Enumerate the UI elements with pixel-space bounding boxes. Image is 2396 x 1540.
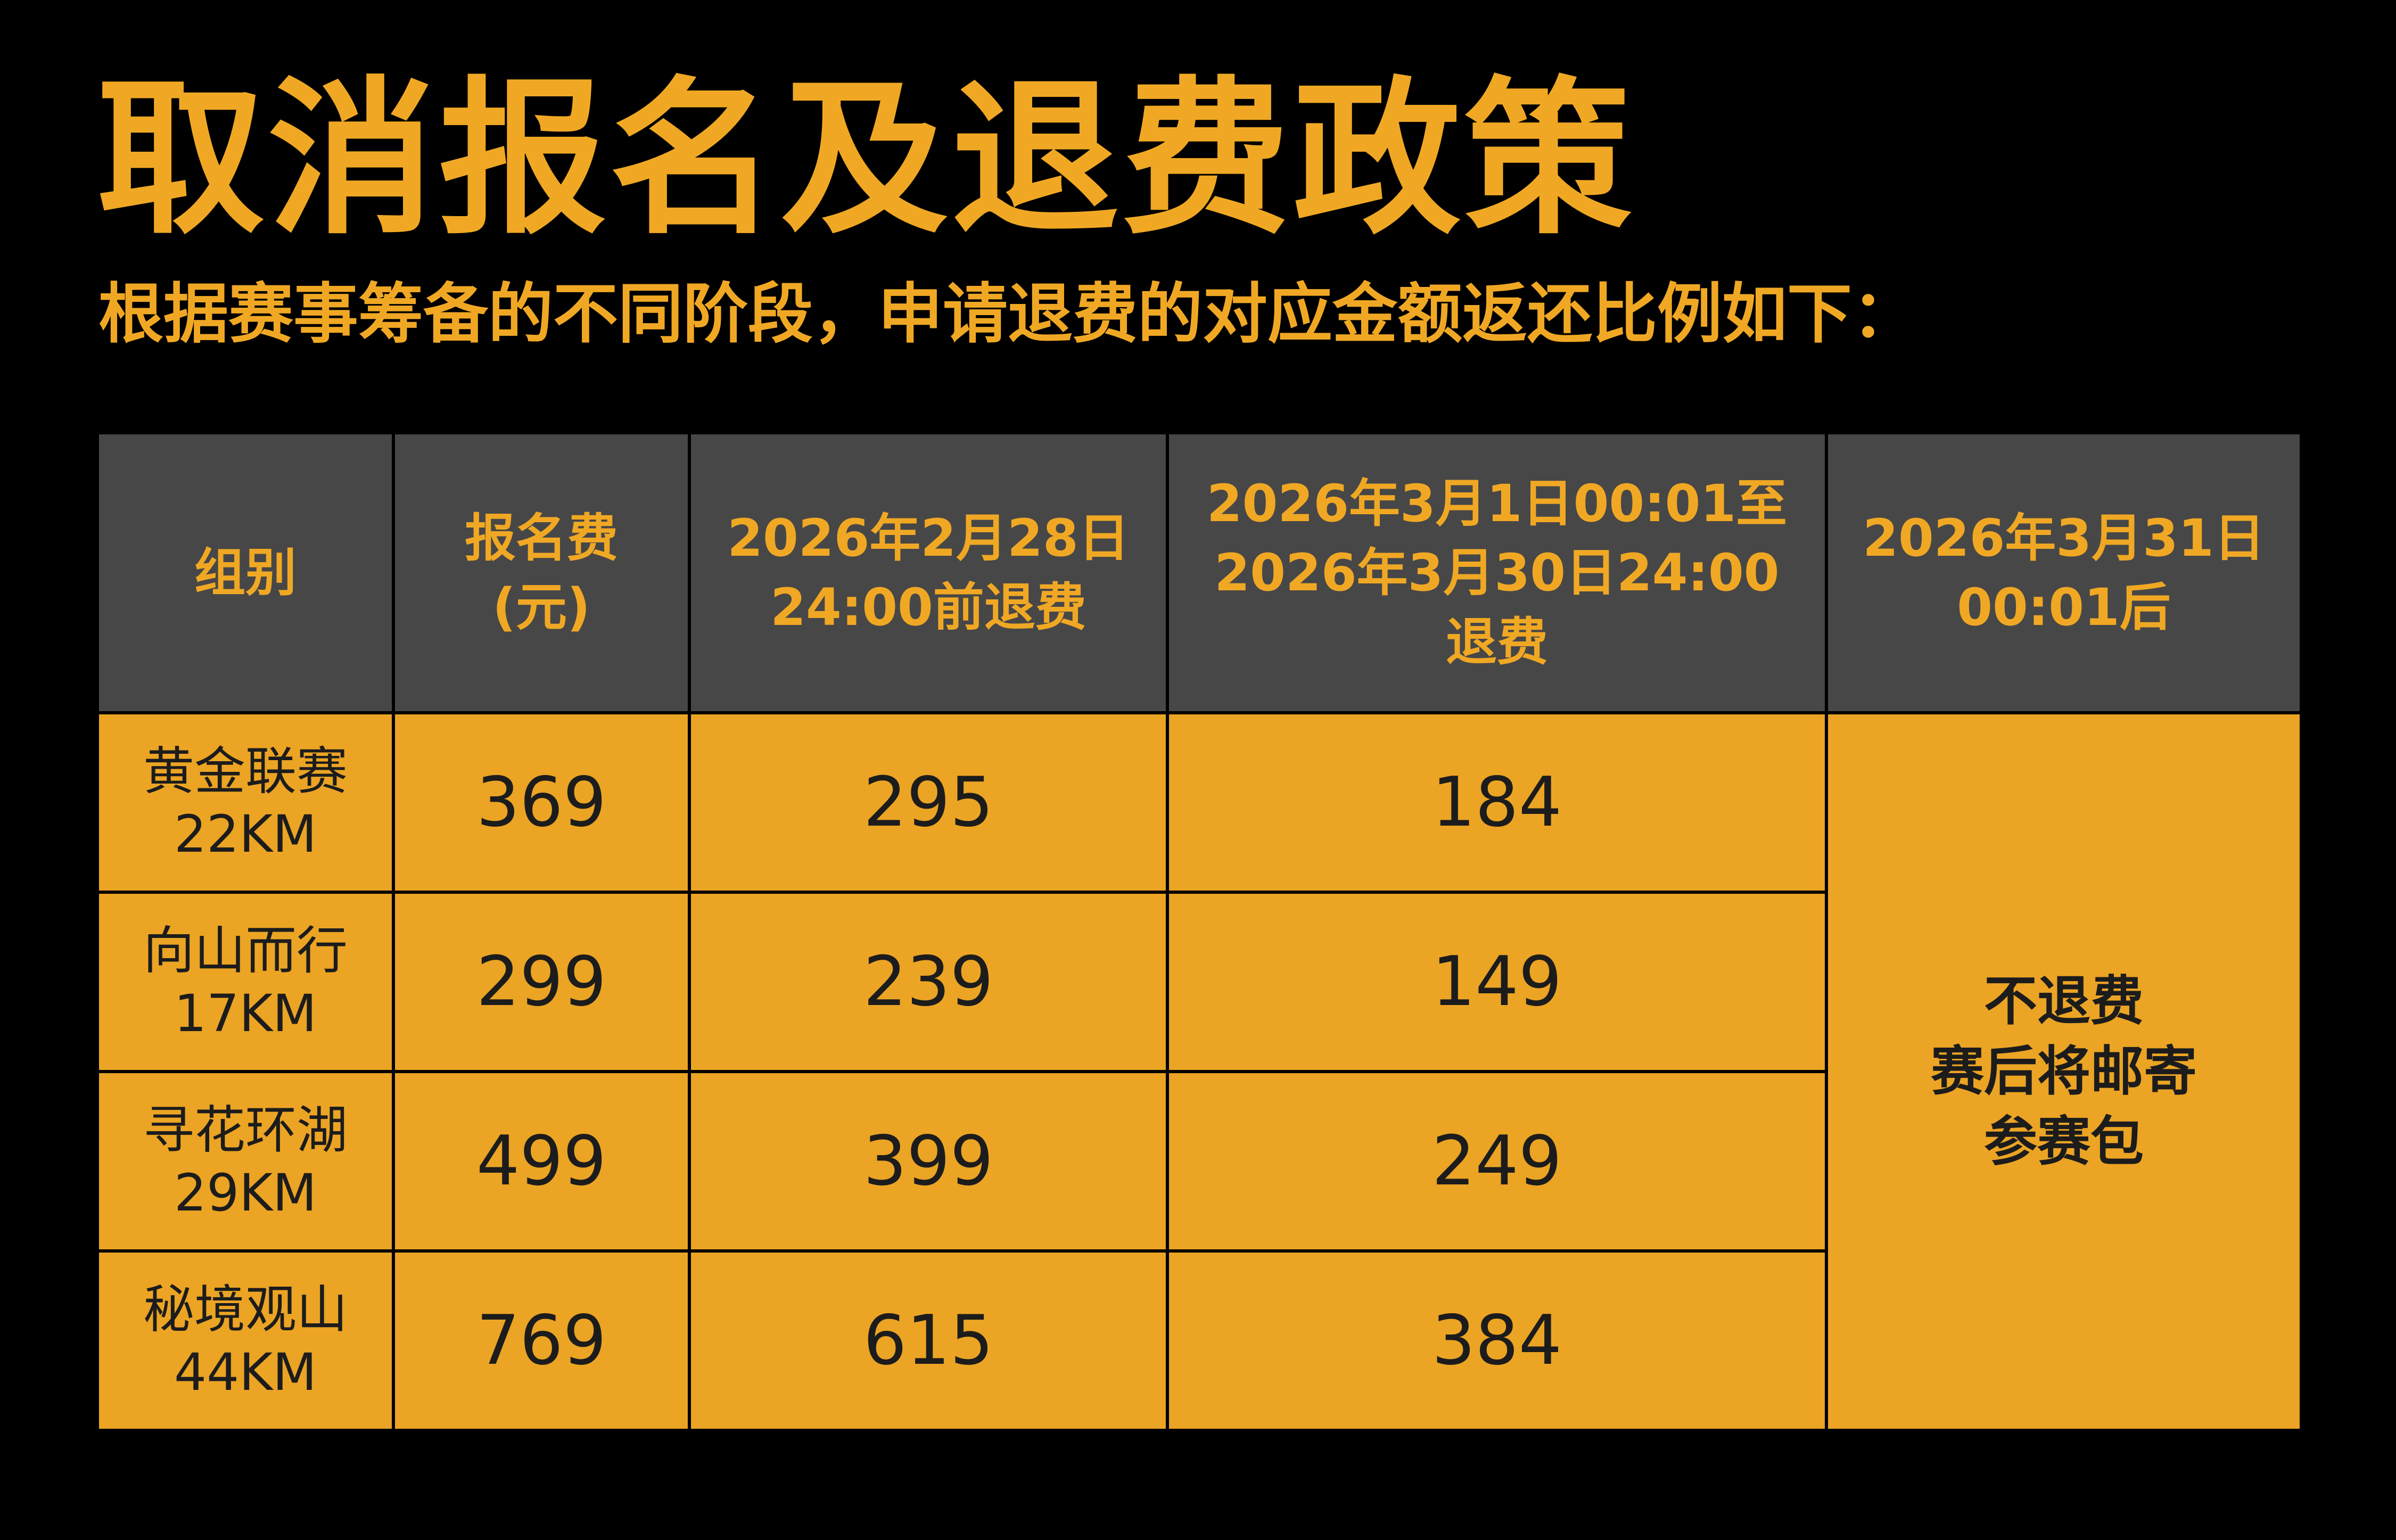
header-line: (元) [492, 578, 590, 637]
table-header-row: 组别 报名费 (元) 2026年2月28日 24:00前退费 2026年3月1日… [96, 431, 2303, 714]
group-distance: 29KM [174, 1163, 317, 1223]
group-name: 向山而行 [143, 920, 348, 981]
refund-before-feb28-cell: 615 [688, 1249, 1169, 1432]
table-row: 向山而行 17KM 299 239 149 [96, 891, 2301, 1073]
header-line: 组别 [194, 543, 297, 603]
fee-cell: 369 [392, 711, 691, 894]
fee-cell: 499 [392, 1070, 691, 1253]
no-refund-line: 赛后将邮寄 [1931, 1040, 2197, 1102]
page-title: 取消报名及退费政策 [97, 62, 1635, 257]
header-line: 00:01后 [1957, 578, 2171, 637]
group-distance: 22KM [174, 804, 317, 864]
header-line: 退费 [1446, 612, 1548, 672]
group-name: 秘境观山 [143, 1279, 348, 1339]
group-cell: 秘境观山 44KM [96, 1249, 395, 1432]
refund-march-cell: 384 [1166, 1249, 1828, 1432]
refund-march-cell: 249 [1166, 1070, 1828, 1253]
group-distance: 44KM [174, 1342, 317, 1402]
header-fee: 报名费 (元) [392, 431, 691, 714]
fee-cell: 299 [392, 891, 691, 1073]
no-refund-cell: 不退费 赛后将邮寄 参赛包 [1825, 711, 2303, 1432]
header-line: 2026年3月30日24:00 [1214, 543, 1780, 603]
group-name: 黄金联赛 [143, 741, 348, 801]
header-line: 报名费 [465, 508, 618, 568]
header-line: 2026年3月31日 [1863, 508, 2265, 568]
refund-policy-table: 组别 报名费 (元) 2026年2月28日 24:00前退费 2026年3月1日… [96, 431, 2303, 1432]
refund-before-feb28-cell: 399 [688, 1070, 1169, 1253]
group-distance: 17KM [174, 983, 317, 1043]
refund-march-cell: 184 [1166, 711, 1828, 894]
fee-cell: 769 [392, 1249, 691, 1432]
refund-march-cell: 149 [1166, 891, 1828, 1073]
header-after-mar31: 2026年3月31日 00:01后 [1825, 431, 2303, 714]
group-name: 寻花环湖 [143, 1100, 348, 1160]
header-group: 组别 [96, 431, 395, 714]
table-row: 寻花环湖 29KM 499 399 249 [96, 1070, 2301, 1253]
header-line: 24:00前退费 [770, 578, 1086, 637]
no-refund-line: 不退费 [1984, 970, 2144, 1032]
header-refund-march: 2026年3月1日00:01至 2026年3月30日24:00 退费 [1166, 431, 1828, 714]
header-line: 2026年2月28日 [727, 508, 1130, 568]
group-cell: 黄金联赛 22KM [96, 711, 395, 894]
no-refund-line: 参赛包 [1984, 1110, 2144, 1173]
refund-before-feb28-cell: 295 [688, 711, 1169, 894]
header-line: 2026年3月1日00:01至 [1206, 474, 1788, 533]
refund-before-feb28-cell: 239 [688, 891, 1169, 1073]
table-row: 秘境观山 44KM 769 615 384 [96, 1249, 2301, 1432]
group-cell: 寻花环湖 29KM [96, 1070, 395, 1253]
page-subtitle: 根据赛事筹备的不同阶段，申请退费的对应金额返还比例如下： [98, 276, 1917, 352]
table-row: 黄金联赛 22KM 369 295 184 不退费 赛后将邮寄 参赛包 [96, 711, 2303, 1432]
header-refund-before-feb28: 2026年2月28日 24:00前退费 [688, 431, 1169, 714]
group-cell: 向山而行 17KM [96, 891, 395, 1073]
